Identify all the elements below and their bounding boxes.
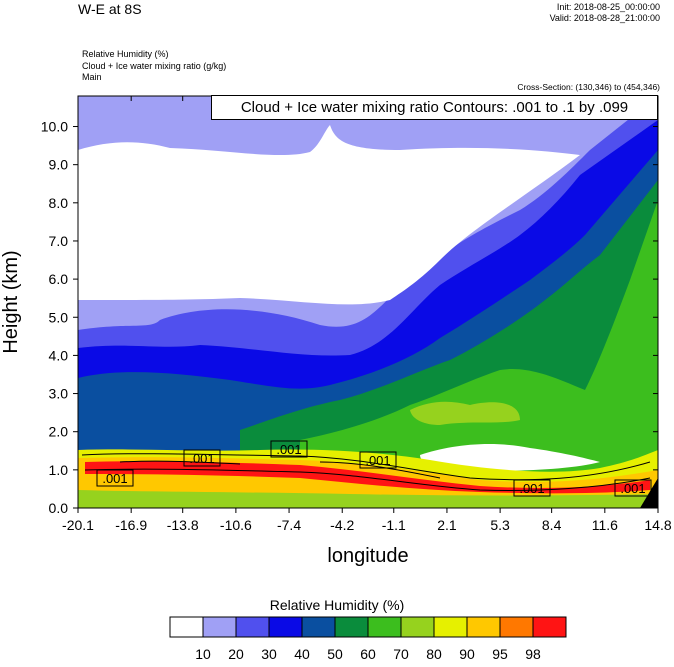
y-tick-label: 7.0 [49, 233, 69, 249]
colorbar-title: Relative Humidity (%) [269, 597, 405, 613]
y-tick-label: 0.0 [49, 500, 69, 516]
colorbar-swatch [202, 616, 237, 638]
y-axis: 0.0 1.0 2.0 3.0 4.0 5.0 6.0 7.0 8.0 9.0 10.0 [41, 119, 658, 516]
init-time: Init: 2018-08-25_00:00:00 [556, 2, 660, 12]
x-tick-label: 2.1 [437, 517, 457, 533]
x-tick-label: -20.1 [62, 517, 94, 533]
colorbar-label: 30 [261, 646, 277, 662]
x-axis: -20.1 -16.9 -13.8 -10.6 -7.4 -4.2 -1.1 2.1 5.3 8.… [62, 96, 672, 533]
colorbar-swatch [433, 616, 468, 638]
y-tick-label: 1.0 [49, 462, 69, 478]
colorbar-label: 10 [195, 646, 211, 662]
svg-text:.001: .001 [102, 471, 127, 486]
colorbar-swatch [367, 616, 402, 638]
svg-text:.001: .001 [519, 481, 544, 496]
dark-corner [640, 478, 658, 508]
y-tick-label: 4.0 [49, 347, 69, 363]
contour-labels: .001 .001 .001 .001 .001 .001 [96, 440, 652, 497]
x-tick-label: 11.6 [592, 517, 618, 533]
cross-section-label: Cross-Section: (130,346) to (454,346) [517, 82, 660, 92]
colorbar-label: 95 [492, 646, 508, 662]
contour-label: .001 [96, 469, 134, 487]
colorbar-label: 40 [294, 646, 310, 662]
rh-band-10-lower [420, 444, 600, 471]
colorbar-swatch [268, 616, 303, 638]
field-label-rh: Relative Humidity (%) [82, 49, 169, 59]
y-tick-label: 9.0 [49, 157, 69, 173]
svg-text:.001: .001 [620, 481, 645, 496]
cloud-contours [81, 453, 651, 491]
y-axis-label: Height (km) [0, 250, 22, 353]
colorbar-label: 80 [426, 646, 442, 662]
rh-band-10-upper [78, 125, 580, 305]
x-tick-label: -4.2 [330, 517, 354, 533]
x-tick-label: 5.3 [490, 517, 510, 533]
svg-text:.001: .001 [365, 453, 390, 468]
x-tick-label: -1.1 [382, 517, 406, 533]
contour-label: .001 [614, 479, 652, 497]
colorbar-label: 60 [360, 646, 376, 662]
contour-label: .001 [270, 440, 308, 458]
colorbar-swatch [400, 616, 435, 638]
rh-band-80 [410, 401, 520, 425]
contour-label: .001 [513, 479, 551, 497]
x-tick-label: 8.4 [542, 517, 562, 533]
x-tick-label: -16.9 [115, 517, 147, 533]
colorbar-swatch [301, 616, 336, 638]
valid-time: Valid: 2018-08-28_21:00:00 [549, 13, 660, 23]
rh-band-90-surface [78, 490, 658, 508]
contour-label: .001 [183, 449, 221, 467]
contour-info-box: Cloud + Ice water mixing ratio Contours:… [211, 95, 658, 120]
plot-area [78, 96, 658, 508]
colorbar-label: 98 [525, 646, 541, 662]
chart-title: W-E at 8S [78, 1, 142, 17]
colorbar-swatch [334, 616, 369, 638]
field-label-domain: Main [82, 72, 102, 82]
y-tick-label: 5.0 [49, 309, 69, 325]
colorbar: 10 20 30 40 50 60 70 80 90 95 98 [169, 616, 567, 662]
x-tick-label: -10.6 [220, 517, 252, 533]
y-tick-label: 10.0 [41, 119, 68, 135]
svg-text:.001: .001 [189, 451, 214, 466]
colorbar-label: 70 [393, 646, 409, 662]
x-tick-label: 14.8 [644, 517, 671, 533]
y-tick-label: 6.0 [49, 271, 69, 287]
x-tick-label: -13.8 [167, 517, 199, 533]
colorbar-label: 20 [228, 646, 244, 662]
y-tick-label: 3.0 [49, 386, 69, 402]
rh-band-70 [300, 200, 658, 508]
y-tick-label: 8.0 [49, 195, 69, 211]
x-tick-label: -7.4 [277, 517, 301, 533]
colorbar-label: 50 [327, 646, 343, 662]
colorbar-swatch [532, 616, 567, 638]
field-label-cloud-ice: Cloud + Ice water mixing ratio (g/kg) [82, 61, 227, 71]
colorbar-swatch [235, 616, 270, 638]
colorbar-swatch [169, 616, 204, 638]
x-axis-label: longitude [327, 545, 408, 567]
svg-text:.001: .001 [276, 442, 301, 457]
contour-label: .001 [359, 451, 397, 469]
y-tick-label: 2.0 [49, 424, 69, 440]
colorbar-swatch [499, 616, 534, 638]
colorbar-label: 90 [459, 646, 475, 662]
colorbar-swatch [466, 616, 501, 638]
